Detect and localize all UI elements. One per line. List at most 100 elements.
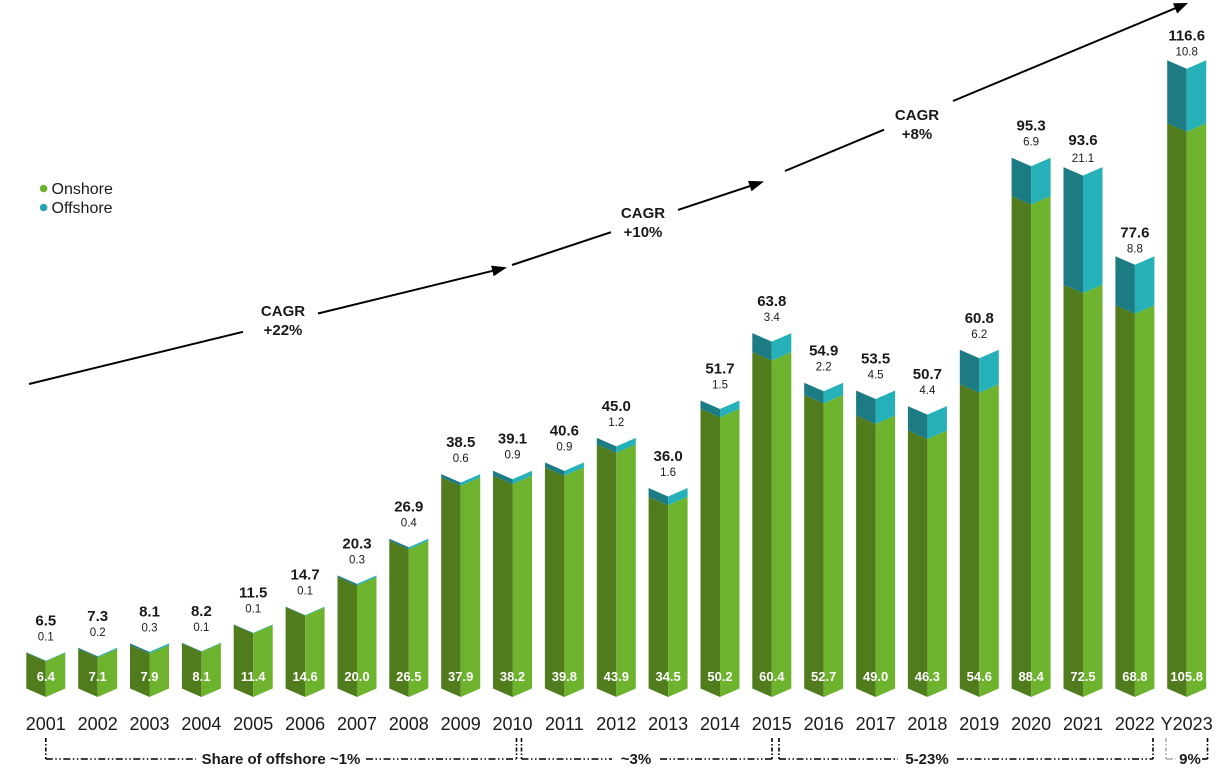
svg-text:7.1: 7.1 [89, 669, 107, 684]
svg-text:21.1: 21.1 [1072, 153, 1094, 165]
svg-text:Onshore: Onshore [52, 181, 113, 198]
svg-text:60.4: 60.4 [759, 669, 785, 684]
svg-text:43.9: 43.9 [604, 669, 629, 684]
svg-text:7.9: 7.9 [140, 669, 158, 684]
svg-text:77.6: 77.6 [1120, 224, 1149, 241]
svg-text:93.6: 93.6 [1068, 132, 1097, 149]
svg-text:26.5: 26.5 [396, 669, 421, 684]
svg-text:11.5: 11.5 [239, 584, 267, 601]
svg-text:0.4: 0.4 [401, 518, 418, 530]
svg-text:49.0: 49.0 [863, 669, 888, 684]
svg-text:37.9: 37.9 [448, 669, 473, 684]
svg-text:2019: 2019 [959, 714, 999, 734]
svg-text:2006: 2006 [285, 714, 325, 734]
svg-text:0.1: 0.1 [297, 586, 313, 598]
svg-text:0.9: 0.9 [505, 450, 521, 462]
svg-text:5-23%: 5-23% [905, 751, 948, 768]
svg-text:54.6: 54.6 [967, 669, 992, 684]
svg-text:6.2: 6.2 [971, 329, 987, 341]
svg-text:+22%: +22% [264, 322, 303, 339]
svg-text:2013: 2013 [648, 714, 688, 734]
svg-text:36.0: 36.0 [653, 448, 682, 465]
svg-text:CAGR: CAGR [895, 107, 939, 124]
svg-text:0.3: 0.3 [142, 622, 158, 634]
svg-text:2007: 2007 [337, 714, 377, 734]
svg-text:46.3: 46.3 [915, 669, 940, 684]
svg-text:50.2: 50.2 [707, 669, 732, 684]
svg-text:54.9: 54.9 [809, 343, 838, 360]
svg-text:+8%: +8% [902, 126, 932, 143]
svg-text:~3%: ~3% [621, 751, 651, 768]
svg-text:38.5: 38.5 [446, 434, 475, 451]
svg-text:2009: 2009 [441, 714, 481, 734]
svg-text:1.6: 1.6 [660, 467, 676, 479]
svg-text:0.2: 0.2 [90, 627, 106, 639]
svg-text:9%: 9% [1179, 751, 1201, 768]
svg-text:10.8: 10.8 [1176, 46, 1198, 58]
svg-text:0.3: 0.3 [349, 554, 365, 566]
svg-text:11.4: 11.4 [241, 669, 266, 684]
svg-text:39.8: 39.8 [552, 669, 577, 684]
svg-text:95.3: 95.3 [1016, 118, 1045, 135]
svg-text:72.5: 72.5 [1070, 669, 1095, 684]
svg-text:63.8: 63.8 [757, 293, 786, 310]
svg-text:+10%: +10% [624, 224, 663, 241]
svg-text:2012: 2012 [596, 714, 636, 734]
svg-text:68.8: 68.8 [1122, 669, 1147, 684]
svg-text:Offshore: Offshore [52, 200, 113, 217]
svg-text:2015: 2015 [752, 714, 792, 734]
svg-text:2.2: 2.2 [816, 362, 832, 374]
svg-text:50.7: 50.7 [913, 366, 942, 383]
svg-text:2005: 2005 [233, 714, 273, 734]
svg-text:26.9: 26.9 [394, 499, 423, 516]
svg-text:CAGR: CAGR [621, 205, 665, 222]
svg-text:6.9: 6.9 [1023, 137, 1039, 149]
svg-text:4.5: 4.5 [868, 370, 884, 382]
svg-text:2014: 2014 [700, 714, 740, 734]
svg-text:2017: 2017 [856, 714, 896, 734]
svg-text:20.3: 20.3 [342, 535, 371, 552]
svg-text:39.1: 39.1 [498, 431, 527, 448]
svg-text:1.5: 1.5 [712, 380, 728, 392]
svg-text:7.3: 7.3 [87, 608, 108, 625]
svg-text:2010: 2010 [492, 714, 532, 734]
svg-text:0.9: 0.9 [556, 441, 572, 453]
svg-text:34.5: 34.5 [655, 669, 680, 684]
svg-text:2002: 2002 [78, 714, 118, 734]
svg-text:2016: 2016 [804, 714, 844, 734]
svg-text:0.1: 0.1 [245, 603, 261, 615]
svg-text:8.1: 8.1 [139, 603, 160, 620]
svg-text:2022: 2022 [1115, 714, 1155, 734]
svg-text:0.1: 0.1 [38, 631, 54, 643]
svg-text:6.5: 6.5 [35, 612, 56, 629]
svg-text:2003: 2003 [129, 714, 169, 734]
svg-text:1.2: 1.2 [608, 417, 624, 429]
svg-text:8.1: 8.1 [192, 669, 210, 684]
svg-text:8.2: 8.2 [191, 603, 212, 620]
svg-text:Share of offshore ~1%: Share of offshore ~1% [202, 751, 361, 768]
svg-text:2004: 2004 [181, 714, 221, 734]
svg-text:2011: 2011 [545, 714, 584, 734]
svg-text:88.4: 88.4 [1018, 669, 1044, 684]
svg-text:4.4: 4.4 [919, 385, 936, 397]
svg-text:Y2023: Y2023 [1161, 714, 1213, 734]
svg-text:53.5: 53.5 [861, 351, 890, 368]
svg-text:2021: 2021 [1063, 714, 1103, 734]
svg-text:45.0: 45.0 [602, 398, 631, 415]
svg-text:6.4: 6.4 [37, 669, 56, 684]
svg-text:20.0: 20.0 [344, 669, 369, 684]
svg-text:2008: 2008 [389, 714, 429, 734]
svg-text:60.8: 60.8 [965, 310, 994, 327]
svg-text:116.6: 116.6 [1168, 27, 1205, 44]
svg-text:2018: 2018 [907, 714, 947, 734]
svg-text:14.7: 14.7 [290, 567, 319, 584]
svg-text:CAGR: CAGR [261, 303, 305, 320]
svg-text:52.7: 52.7 [811, 669, 836, 684]
svg-text:2001: 2001 [26, 714, 66, 734]
svg-text:38.2: 38.2 [500, 669, 525, 684]
svg-text:105.8: 105.8 [1170, 669, 1203, 684]
svg-text:14.6: 14.6 [292, 669, 317, 684]
svg-text:8.8: 8.8 [1127, 243, 1143, 255]
svg-text:3.4: 3.4 [764, 312, 781, 324]
svg-text:40.6: 40.6 [550, 422, 579, 439]
